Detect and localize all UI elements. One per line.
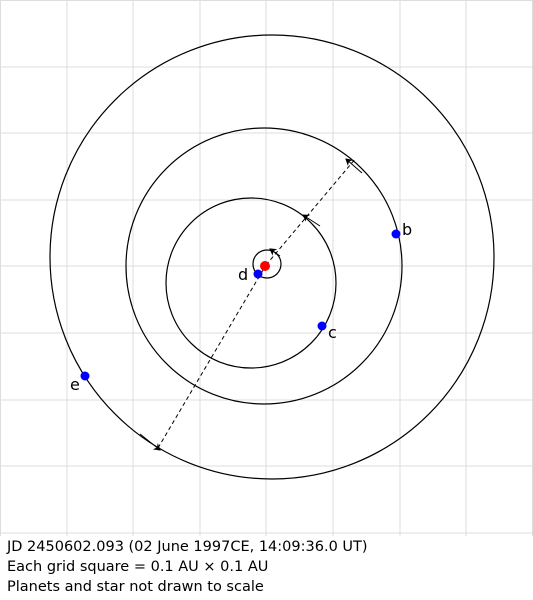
direction-arrow-c	[302, 214, 321, 227]
planet-label-b: b	[402, 220, 412, 239]
planet-b	[391, 229, 401, 239]
planet-label-d: d	[238, 265, 248, 284]
orbit-e	[49, 34, 495, 480]
orbit-b	[125, 127, 403, 405]
star	[260, 261, 270, 271]
orbit-d	[252, 249, 282, 279]
direction-arrow-e	[139, 433, 161, 451]
orbit-c	[165, 197, 337, 369]
direction-arrow-b	[345, 158, 363, 174]
direction-arrow-d	[269, 248, 281, 257]
apsidal-line-e	[157, 264, 267, 449]
planet-d	[253, 269, 263, 279]
planet-e	[80, 371, 90, 381]
planet-label-e: e	[70, 375, 80, 394]
orbit-diagram: b c d e	[0, 0, 533, 536]
planet-c	[317, 321, 327, 331]
planet-label-c: c	[328, 323, 337, 342]
apsidal-line-b	[265, 157, 357, 266]
caption-scale-note: Planets and star not drawn to scale	[7, 579, 264, 595]
caption-date: JD 2450602.093 (02 June 1997CE, 14:09:36…	[7, 539, 368, 555]
caption-grid-scale: Each grid square = 0.1 AU × 0.1 AU	[7, 559, 269, 575]
